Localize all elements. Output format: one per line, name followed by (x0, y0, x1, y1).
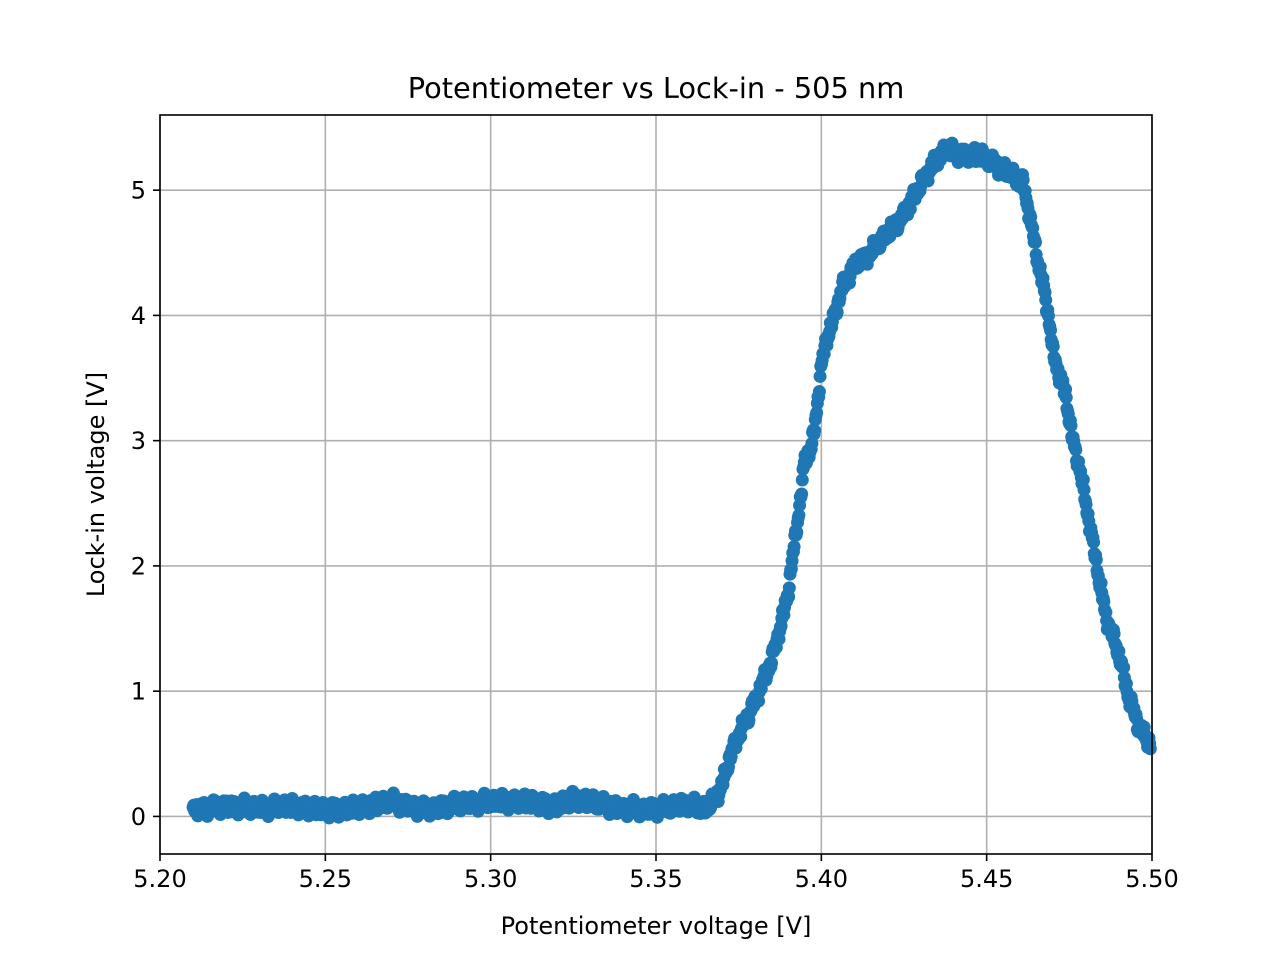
data-point (795, 473, 809, 487)
data-point (1028, 235, 1042, 249)
data-point (1046, 340, 1060, 354)
data-point (1064, 419, 1078, 433)
data-points (186, 136, 1157, 825)
data-point (812, 385, 826, 399)
data-point (1107, 627, 1121, 641)
data-point (765, 656, 779, 670)
data-point (1087, 535, 1101, 549)
x-tick-label: 5.20 (133, 865, 186, 893)
data-point (830, 305, 844, 319)
y-axis-label: Lock-in voltage [V] (82, 372, 110, 597)
data-point (1016, 173, 1030, 187)
data-point (1044, 323, 1058, 337)
x-tick-label: 5.50 (1125, 865, 1178, 893)
chart-title: Potentiometer vs Lock-in - 505 nm (408, 71, 905, 105)
data-point (790, 525, 804, 539)
x-tick-label: 5.45 (960, 865, 1013, 893)
x-axis-label: Potentiometer voltage [V] (501, 912, 812, 940)
x-tick-label: 5.40 (795, 865, 848, 893)
y-tick-label: 2 (131, 552, 146, 580)
y-tick-label: 4 (131, 302, 146, 330)
x-axis-ticks: 5.20 5.25 5.30 5.35 5.40 5.45 5.50 (133, 854, 1179, 893)
data-point (810, 406, 824, 420)
data-point (1076, 473, 1090, 487)
data-point (782, 581, 796, 595)
y-tick-label: 3 (131, 427, 146, 455)
y-tick-label: 1 (131, 678, 146, 706)
data-point (1143, 742, 1157, 756)
y-axis-ticks: 0 1 2 3 4 5 (131, 177, 160, 831)
data-point (1059, 391, 1073, 405)
data-point (792, 508, 806, 522)
y-tick-label: 0 (131, 803, 146, 831)
data-point (1069, 443, 1083, 457)
y-tick-label: 5 (131, 177, 146, 205)
data-point (1117, 660, 1131, 674)
data-point (795, 487, 809, 501)
x-tick-label: 5.25 (299, 865, 352, 893)
data-point (1077, 483, 1091, 497)
data-point (1089, 553, 1103, 567)
data-point (1039, 293, 1053, 307)
data-point (1094, 576, 1108, 590)
x-tick-label: 5.30 (464, 865, 517, 893)
data-point (813, 369, 827, 383)
data-point (787, 540, 801, 554)
data-point (808, 423, 822, 437)
x-tick-label: 5.35 (629, 865, 682, 893)
